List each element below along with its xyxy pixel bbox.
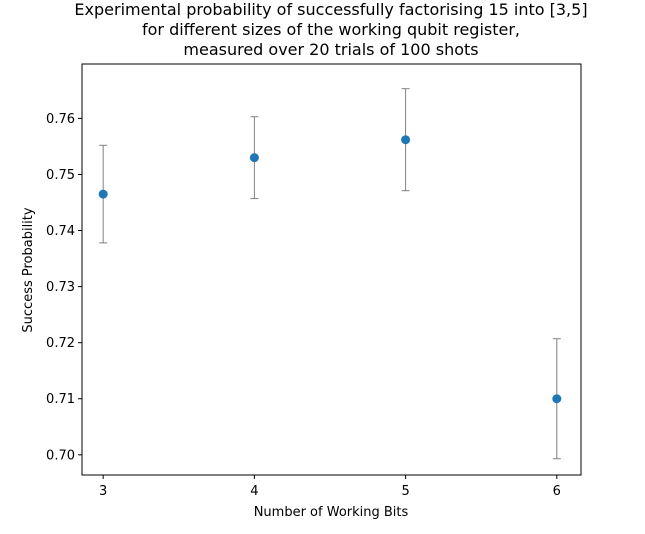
data-point [552, 394, 562, 404]
data-point [401, 135, 411, 145]
x-tick-label: 6 [553, 484, 561, 499]
plot-frame [81, 63, 582, 476]
y-tick-label: 0.72 [46, 336, 75, 351]
x-axis-label: Number of Working Bits [254, 505, 409, 520]
title-line-1: Experimental probability of successfully… [74, 0, 587, 19]
data-point [98, 189, 108, 199]
chart-title: Experimental probability of successfully… [74, 0, 587, 59]
x-tick-label: 4 [250, 484, 258, 499]
y-tick-label: 0.76 [46, 112, 75, 127]
x-axis-ticks: 3 4 5 6 [99, 475, 561, 499]
y-tick-label: 0.75 [46, 168, 75, 183]
title-line-2: for different sizes of the working qubit… [142, 20, 520, 39]
y-tick-label: 0.73 [46, 280, 75, 295]
y-axis-label: Success Probability [21, 207, 36, 332]
y-tick-label: 0.71 [46, 392, 75, 407]
plot-area [82, 64, 581, 475]
data-points [98, 135, 562, 404]
y-tick-label: 0.70 [46, 448, 75, 463]
x-tick-label: 5 [401, 484, 409, 499]
x-tick-label: 3 [99, 484, 107, 499]
y-axis-ticks: 0.70 0.71 0.72 0.73 0.74 0.75 0.76 [46, 112, 82, 463]
y-tick-label: 0.74 [46, 224, 75, 239]
title-line-3: measured over 20 trials of 100 shots [183, 40, 478, 59]
data-point [249, 153, 259, 163]
